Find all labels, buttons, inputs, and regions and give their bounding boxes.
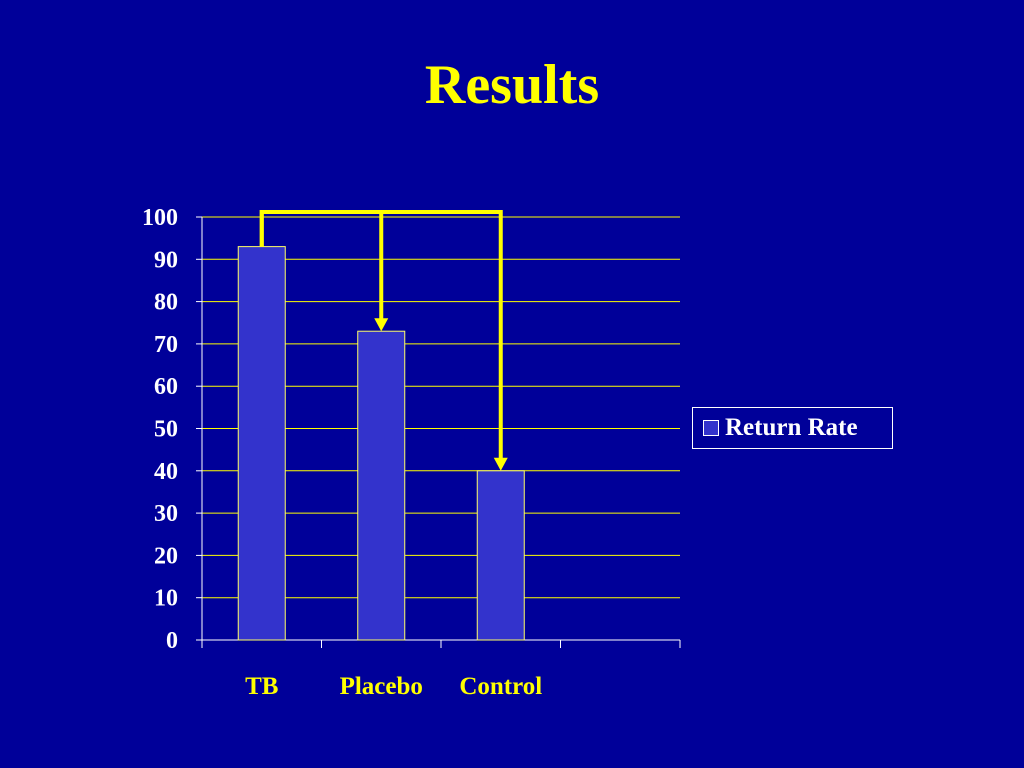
y-tick-label: 20 [154,543,178,569]
bar-tb [237,246,286,641]
axis-labels: 0 10 20 30 40 50 60 70 80 90 100 TB Placebo Control [142,205,542,700]
y-tick-label: 60 [154,374,178,400]
y-tick-label: 30 [154,501,178,527]
bar-placebo [357,330,406,641]
chart-legend: Return Rate [692,407,893,449]
slide-title: Results [424,54,600,116]
bars [237,246,525,641]
y-tick-label: 90 [154,247,178,273]
arrowhead-placebo [374,318,389,332]
x-tick-label: TB [245,673,278,700]
legend-label: Return Rate [725,414,858,441]
y-tick-label: 0 [166,628,178,654]
y-tick-label: 10 [154,586,178,612]
y-tick-label: 50 [154,417,178,443]
arrow-line-control [259,210,503,459]
y-tick-label: 80 [154,290,178,316]
x-tick-label: Control [459,673,542,700]
comparison-arrows [259,210,508,471]
legend-swatch [703,420,719,436]
y-tick-label: 40 [154,459,178,485]
arrowhead-control [493,457,508,471]
y-tick-label: 70 [154,332,178,358]
x-tick-label: Placebo [340,673,423,700]
bar-control [476,470,525,641]
y-tick-label: 100 [142,205,178,231]
